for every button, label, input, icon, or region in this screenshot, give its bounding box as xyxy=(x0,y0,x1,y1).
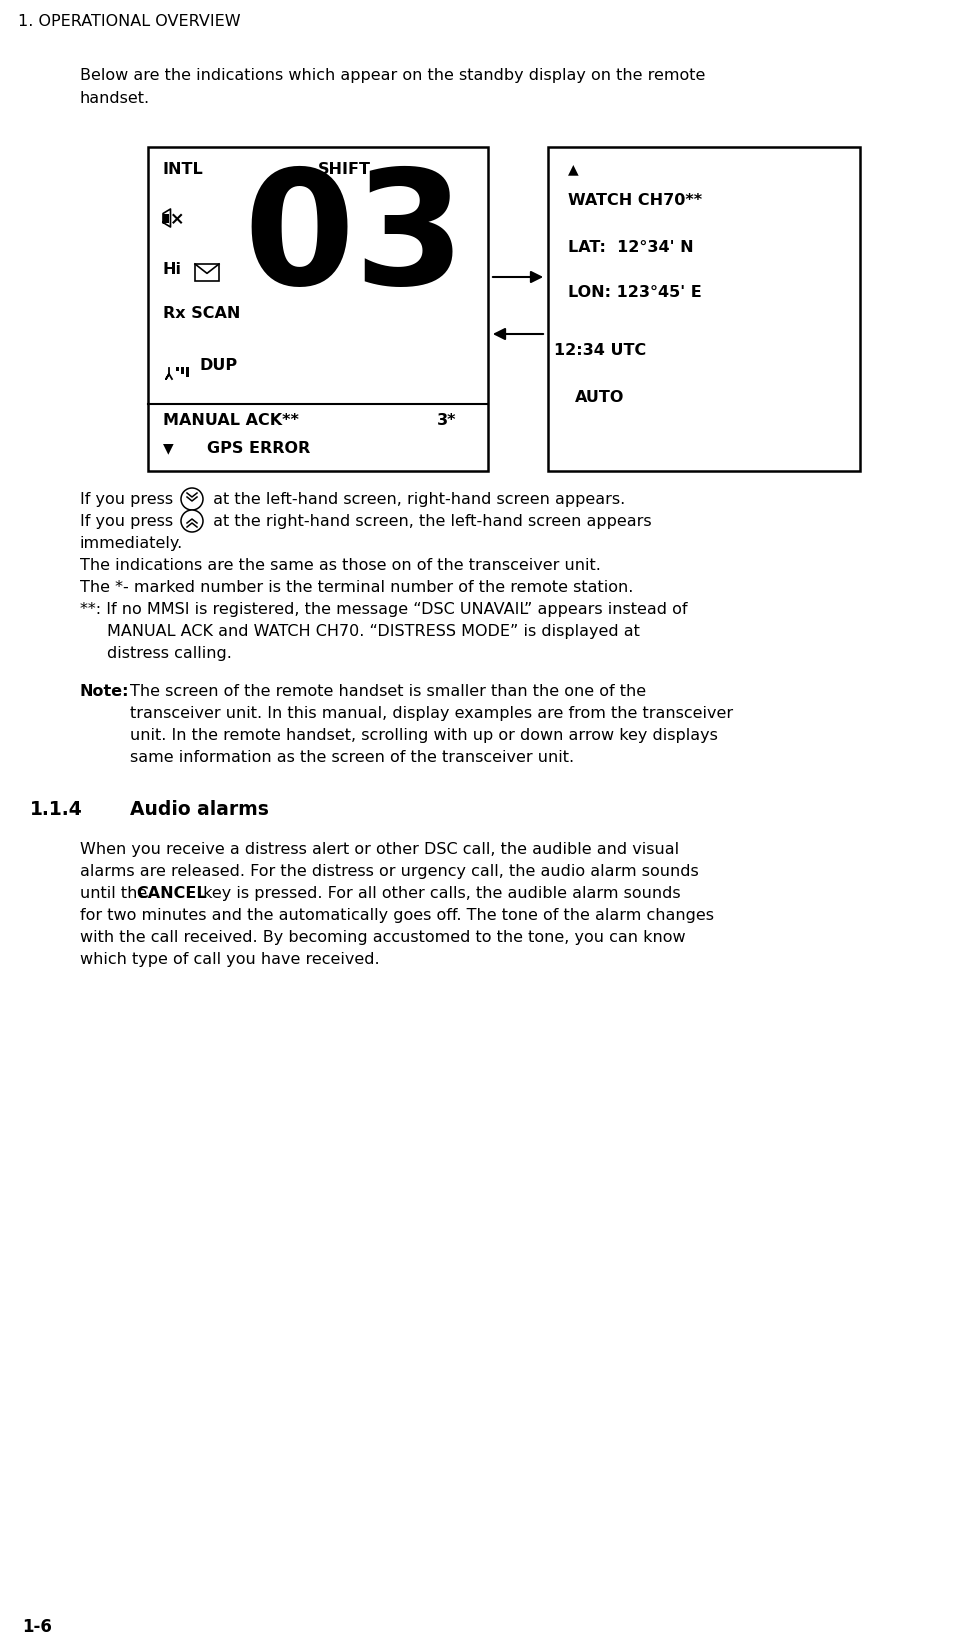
Text: LON: 123°45' E: LON: 123°45' E xyxy=(568,286,702,300)
Text: at the right-hand screen, the left-hand screen appears: at the right-hand screen, the left-hand … xyxy=(208,514,651,529)
Text: 1. OPERATIONAL OVERVIEW: 1. OPERATIONAL OVERVIEW xyxy=(18,15,240,29)
Text: for two minutes and the automatically goes off. The tone of the alarm changes: for two minutes and the automatically go… xyxy=(80,907,714,922)
Bar xyxy=(186,367,189,377)
Text: with the call received. By becoming accustomed to the tone, you can know: with the call received. By becoming accu… xyxy=(80,930,686,945)
Text: MANUAL ACK and WATCH CH70. “DISTRESS MODE” is displayed at: MANUAL ACK and WATCH CH70. “DISTRESS MOD… xyxy=(107,623,640,638)
Text: same information as the screen of the transceiver unit.: same information as the screen of the tr… xyxy=(130,749,574,764)
Text: 12:34 UTC: 12:34 UTC xyxy=(554,343,646,357)
Text: AUTO: AUTO xyxy=(576,390,625,405)
Text: transceiver unit. In this manual, display examples are from the transceiver: transceiver unit. In this manual, displa… xyxy=(130,705,734,721)
Text: LAT:  12°34' N: LAT: 12°34' N xyxy=(568,240,694,255)
Bar xyxy=(195,264,219,282)
Polygon shape xyxy=(163,214,169,224)
Text: CANCEL: CANCEL xyxy=(136,886,206,901)
Text: Audio alarms: Audio alarms xyxy=(130,800,268,819)
Text: handset.: handset. xyxy=(80,91,150,106)
Bar xyxy=(181,367,184,375)
Text: Rx SCAN: Rx SCAN xyxy=(163,305,240,322)
Text: MANUAL ACK**: MANUAL ACK** xyxy=(163,413,298,428)
Text: **: If no MMSI is registered, the message “DSC UNAVAIL” appears instead of: **: If no MMSI is registered, the messag… xyxy=(80,602,687,617)
Text: 03: 03 xyxy=(244,163,466,318)
Text: Hi: Hi xyxy=(163,261,182,277)
Text: alarms are released. For the distress or urgency call, the audio alarm sounds: alarms are released. For the distress or… xyxy=(80,863,699,878)
Text: key is pressed. For all other calls, the audible alarm sounds: key is pressed. For all other calls, the… xyxy=(198,886,680,901)
Text: which type of call you have received.: which type of call you have received. xyxy=(80,951,380,966)
Text: 3*: 3* xyxy=(437,413,456,428)
Text: The screen of the remote handset is smaller than the one of the: The screen of the remote handset is smal… xyxy=(130,684,646,698)
Text: at the left-hand screen, right-hand screen appears.: at the left-hand screen, right-hand scre… xyxy=(208,491,625,506)
Bar xyxy=(176,367,179,372)
Text: ▼: ▼ xyxy=(163,441,173,455)
Text: If you press: If you press xyxy=(80,514,173,529)
Text: Below are the indications which appear on the standby display on the remote: Below are the indications which appear o… xyxy=(80,69,705,83)
Text: until the: until the xyxy=(80,886,152,901)
Text: 1.1.4: 1.1.4 xyxy=(30,800,82,819)
Text: When you receive a distress alert or other DSC call, the audible and visual: When you receive a distress alert or oth… xyxy=(80,842,679,857)
Circle shape xyxy=(181,488,203,511)
Text: DUP: DUP xyxy=(200,357,238,372)
Text: unit. In the remote handset, scrolling with up or down arrow key displays: unit. In the remote handset, scrolling w… xyxy=(130,728,718,743)
Text: immediately.: immediately. xyxy=(80,535,183,550)
Text: SHIFT: SHIFT xyxy=(318,162,371,176)
Text: Note:: Note: xyxy=(80,684,130,698)
Text: ▲: ▲ xyxy=(568,162,578,176)
Text: 1-6: 1-6 xyxy=(22,1617,52,1632)
Text: INTL: INTL xyxy=(163,162,203,176)
Text: WATCH CH70**: WATCH CH70** xyxy=(568,193,703,207)
Bar xyxy=(148,149,488,472)
Circle shape xyxy=(181,511,203,532)
Text: distress calling.: distress calling. xyxy=(107,646,232,661)
Text: GPS ERROR: GPS ERROR xyxy=(207,441,310,455)
Text: The *- marked number is the terminal number of the remote station.: The *- marked number is the terminal num… xyxy=(80,579,634,594)
Bar xyxy=(548,149,860,472)
Text: If you press: If you press xyxy=(80,491,173,506)
Text: The indications are the same as those on of the transceiver unit.: The indications are the same as those on… xyxy=(80,558,601,573)
